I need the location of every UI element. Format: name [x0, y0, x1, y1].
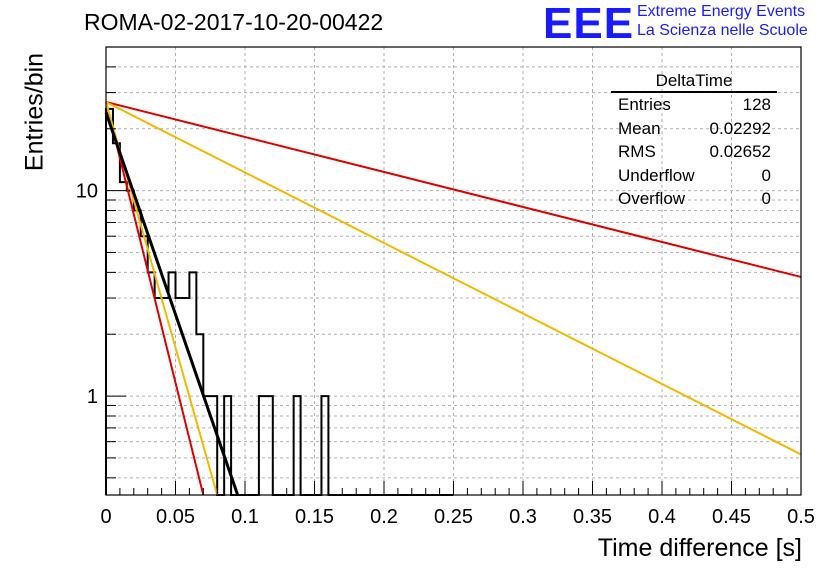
- grid: [106, 46, 801, 495]
- page-title: ROMA-02-2017-10-20-00422: [84, 9, 384, 35]
- stats-label: RMS: [618, 142, 656, 161]
- x-tick-label: 0.3: [509, 506, 537, 528]
- x-tick-label: 0.2: [370, 506, 398, 528]
- y-tick-label: 10: [76, 181, 98, 203]
- x-tick-label: 0.05: [156, 506, 195, 528]
- stats-value: 0.02292: [709, 118, 771, 138]
- stats-row: RMS 0.02652: [611, 140, 777, 164]
- x-tick-label: 0.15: [295, 506, 334, 528]
- y-tick-label: 1: [87, 386, 98, 408]
- stats-title: DeltaTime: [611, 71, 777, 93]
- x-tick-label: 0.35: [573, 506, 612, 528]
- x-tick-label: 0.4: [648, 506, 676, 528]
- fit-line-3: [105, 101, 205, 496]
- eee-logo: EEE: [543, 0, 635, 48]
- stats-box: DeltaTime Entries 128 Mean 0.02292 RMS 0.02…: [611, 71, 777, 211]
- stats-row: Entries 128: [611, 93, 777, 117]
- brand-line-1: Extreme Energy Events: [637, 3, 806, 20]
- stats-label: Overflow: [618, 189, 686, 208]
- stats-row: Mean 0.02292: [611, 117, 777, 141]
- stats-value: 128: [742, 95, 771, 114]
- x-tick-label: 0.45: [712, 506, 751, 528]
- stats-value: 0: [761, 189, 771, 208]
- stats-row: Underflow 0: [611, 164, 777, 188]
- x-tick-label: 0: [100, 506, 111, 528]
- stats-label: Entries: [618, 95, 671, 114]
- x-axis-label: Time difference [s]: [597, 534, 802, 562]
- stats-label: Mean: [618, 118, 661, 138]
- fit-line-2: [105, 101, 802, 456]
- histogram: [105, 107, 454, 496]
- stats-label: Underflow: [618, 165, 695, 185]
- x-tick-label: 0.25: [434, 506, 473, 528]
- stats-value: 0.02652: [709, 142, 771, 161]
- stats-value: 0: [761, 165, 771, 185]
- fit-line-5: [104, 112, 240, 496]
- histogram-steps: [105, 107, 454, 496]
- fit-curves: [104, 101, 802, 496]
- fit-line-1: [105, 101, 802, 278]
- stats-row: Overflow 0: [611, 187, 777, 211]
- axis-ticks: 0 0.05 0.1 0.15 0.2 0.25 0.3 0.35 0.4 0.45 0.5 1 10: [76, 46, 815, 528]
- y-axis-label: Entries/bin: [20, 52, 49, 172]
- x-tick-label: 0.5: [787, 506, 815, 528]
- x-tick-label: 0.1: [231, 506, 259, 528]
- brand-line-2: La Scienza nelle Scuole: [637, 22, 808, 39]
